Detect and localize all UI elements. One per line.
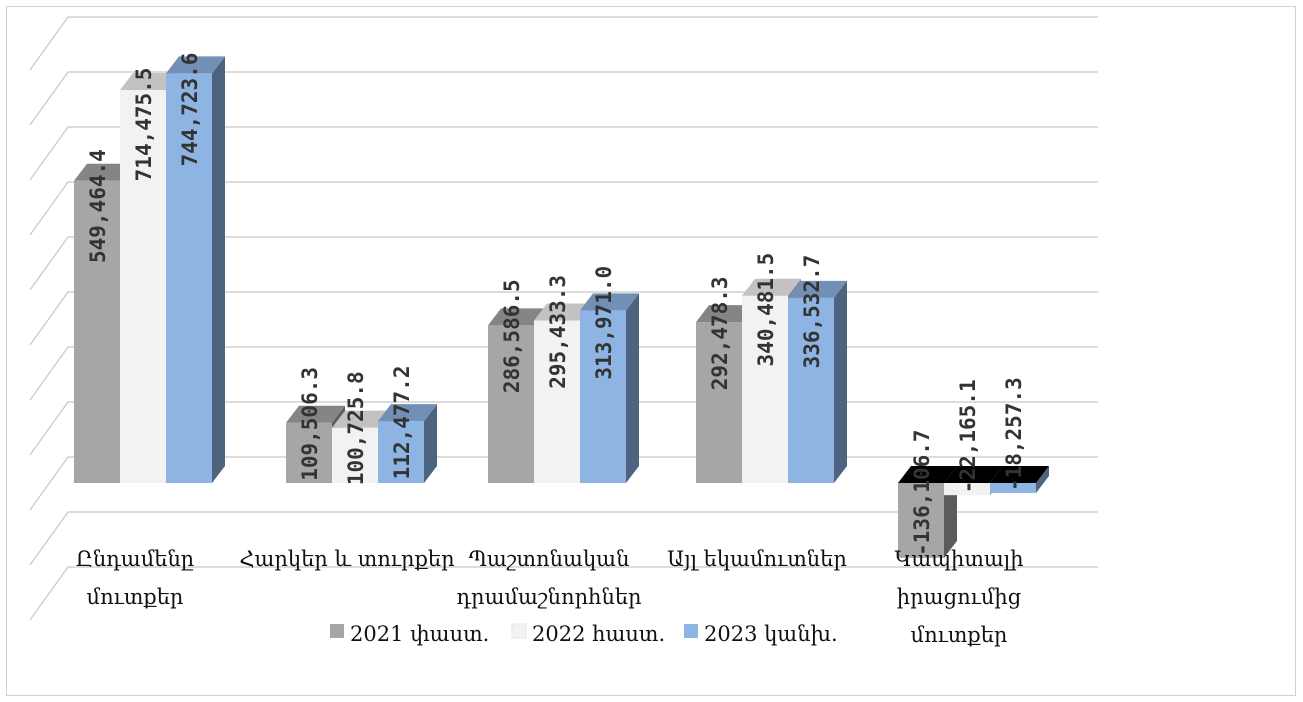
gridline (29, 16, 1098, 71)
bar-top (286, 405, 345, 423)
data-label: 295,433.3 (546, 275, 570, 389)
bar-front (332, 427, 378, 483)
bar-top (120, 73, 179, 91)
bar-top (74, 163, 133, 181)
legend-item: 2022 հաստ. (511, 622, 665, 646)
legend-label: 2022 հաստ. (532, 622, 665, 646)
category-label: Այլ եկամուտներ (667, 547, 847, 571)
category-label-line: Այլ եկամուտներ (667, 547, 847, 571)
data-label: 109,506.3 (298, 367, 322, 481)
gridline (29, 511, 1098, 566)
category-label: Հարկեր և տուրքեր (239, 547, 454, 571)
category-label: Ընդամենը մուտքեր (76, 547, 194, 609)
bar-top (788, 280, 847, 298)
bar-front (788, 297, 834, 483)
data-label: 744,723.6 (178, 53, 202, 167)
data-label: 100,725.8 (344, 371, 368, 485)
legend-label: 2023 կանխ. (704, 622, 838, 646)
data-labels: 549,464.4 714,475.5 744,723.6 109,506.3 100,… (86, 53, 1026, 556)
legend-swatch (330, 624, 344, 638)
data-label: 313,971.0 (592, 266, 616, 380)
category-label: Կապիտալի իրացումից մուտքեր (894, 547, 1023, 647)
bar-front (944, 483, 990, 496)
category-label-line: իրացումից (897, 585, 1021, 609)
category-label-line: մուտքեր (911, 623, 1008, 647)
bar-side (626, 293, 639, 483)
bar-top (580, 293, 639, 311)
bar-front (488, 325, 534, 483)
legend: 2021 փաստ. 2022 հաստ. 2023 կանխ. (330, 622, 838, 646)
gridline (29, 236, 1098, 291)
data-label: 286,586.5 (500, 279, 524, 393)
data-label: 292,478.3 (708, 276, 732, 390)
legend-item: 2023 կանխ. (684, 622, 838, 646)
category-label-line: դրամաշնորհներ (456, 585, 641, 609)
legend-swatch (511, 623, 527, 639)
bar (74, 163, 133, 483)
category-label-line: Հարկեր և տուրքեր (239, 547, 454, 571)
bar-front (898, 483, 944, 558)
bar-front (696, 322, 742, 483)
legend-swatch (684, 624, 698, 638)
category-label-line: Պաշտոնական (469, 547, 630, 571)
bar (378, 404, 437, 483)
bar-front (534, 320, 580, 483)
bar-top (990, 466, 1049, 483)
legend-item: 2021 փաստ. (330, 622, 489, 646)
data-label: 340,481.5 (754, 253, 778, 367)
bar-front (990, 483, 1036, 494)
gridline (29, 126, 1098, 181)
bar-top (378, 404, 437, 422)
bars (74, 56, 1049, 558)
bar-front (120, 90, 166, 483)
bar (166, 56, 225, 484)
bar-top (166, 56, 225, 74)
gridline (29, 71, 1098, 126)
category-label-line: մուտքեր (87, 585, 184, 609)
data-label: 714,475.5 (132, 68, 156, 182)
data-label: -18,257.3 (1002, 377, 1026, 491)
data-label: -136,106.7 (910, 429, 934, 555)
bar-top (534, 303, 593, 321)
bar-top (696, 305, 755, 323)
bar (990, 466, 1049, 494)
data-label: -22,165.1 (956, 379, 980, 493)
bar-top (898, 466, 957, 483)
category-label: Պաշտոնական դրամաշնորհներ (456, 547, 641, 609)
bar-top (488, 308, 547, 326)
data-label: 549,464.4 (86, 149, 110, 263)
bar (788, 280, 847, 483)
bar-side (1036, 466, 1049, 494)
data-label: 336,532.7 (800, 255, 824, 369)
bar-front (166, 73, 212, 483)
bar-top (742, 278, 801, 296)
legend-label: 2021 փաստ. (350, 622, 489, 646)
bar-front (742, 295, 788, 483)
bar-front (74, 180, 120, 483)
bar (580, 293, 639, 483)
category-label-line: Կապիտալի (894, 547, 1023, 571)
category-label-line: Ընդամենը (76, 547, 194, 571)
gridline (29, 181, 1098, 236)
bar-front (378, 421, 424, 483)
data-label: 112,477.2 (390, 366, 414, 480)
bar-side (212, 56, 225, 484)
bar-top (332, 410, 391, 428)
bar-side (424, 404, 437, 483)
bar-front (580, 310, 626, 483)
bar-front (286, 422, 332, 483)
bar-side (834, 280, 847, 483)
gridline (29, 566, 1098, 621)
bar-top (944, 466, 1003, 483)
